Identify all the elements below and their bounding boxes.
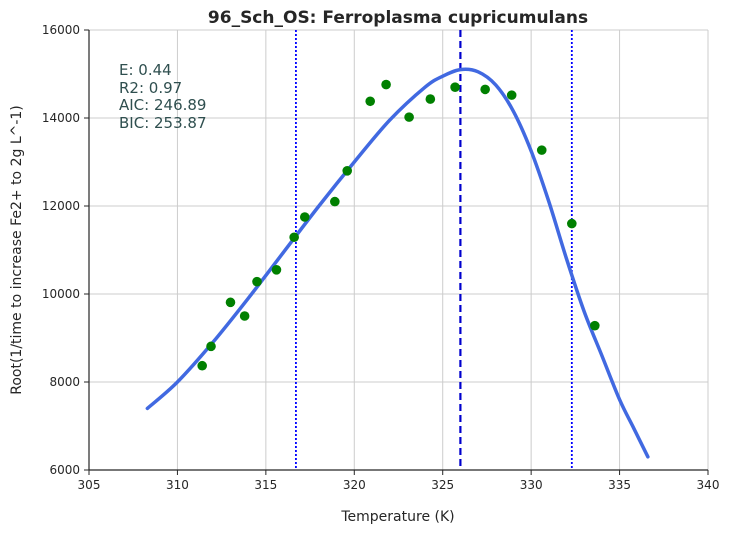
y-tick-label: 8000 bbox=[49, 375, 80, 389]
data-point bbox=[506, 90, 517, 100]
data-point bbox=[197, 360, 207, 371]
data-point bbox=[342, 166, 353, 176]
y-tick-label: 6000 bbox=[49, 463, 80, 477]
x-tick-label: 320 bbox=[343, 478, 366, 492]
data-point bbox=[567, 218, 577, 229]
fit-curve bbox=[145, 67, 650, 459]
reference-lines bbox=[295, 30, 573, 470]
chart-title: 96_Sch_OS: Ferroplasma cupricumulans bbox=[208, 8, 588, 28]
stats-box: E: 0.44 R2: 0.97 AIC: 246.89 BIC: 253.87 bbox=[119, 61, 207, 132]
data-point bbox=[381, 79, 391, 90]
data-point bbox=[425, 94, 436, 104]
data-point bbox=[225, 297, 236, 308]
data-point bbox=[330, 196, 340, 207]
y-tick-label: 16000 bbox=[42, 23, 80, 37]
axes bbox=[88, 30, 708, 471]
data-point bbox=[239, 311, 250, 321]
y-axis-label: Root(1/time to increase Fe2+ to 2g L^-1) bbox=[9, 105, 25, 395]
data-point bbox=[299, 212, 310, 222]
x-tick-label: 305 bbox=[78, 478, 101, 492]
y-tick-label: 14000 bbox=[42, 111, 80, 125]
series-layer bbox=[145, 67, 650, 459]
data-point bbox=[536, 145, 547, 155]
x-tick-label: 315 bbox=[254, 478, 277, 492]
data-point bbox=[590, 320, 600, 331]
data-point bbox=[206, 341, 216, 352]
stat-aic: AIC: 246.89 bbox=[119, 96, 206, 114]
data-point bbox=[365, 96, 376, 107]
grid bbox=[89, 29, 709, 470]
data-point bbox=[252, 276, 262, 287]
data-point bbox=[404, 112, 414, 122]
y-ticks: 6000 8000 10000 12000 14000 16000 bbox=[42, 23, 89, 477]
y-tick-label: 12000 bbox=[42, 199, 80, 213]
y-tick-label: 10000 bbox=[42, 287, 80, 301]
x-tick-label: 335 bbox=[608, 478, 631, 492]
stat-bic: BIC: 253.87 bbox=[119, 114, 207, 132]
stat-e: E: 0.44 bbox=[119, 61, 172, 79]
x-axis-label: Temperature (K) bbox=[340, 509, 454, 525]
data-point bbox=[289, 232, 299, 243]
x-ticks: 305 310 315 320 325 330 335 340 bbox=[78, 470, 720, 492]
data-point bbox=[450, 82, 460, 92]
x-tick-label: 340 bbox=[697, 478, 720, 492]
stat-r2: R2: 0.97 bbox=[119, 79, 182, 97]
data-point bbox=[271, 265, 282, 275]
x-tick-label: 325 bbox=[431, 478, 454, 492]
x-tick-label: 330 bbox=[520, 478, 543, 492]
x-tick-label: 310 bbox=[166, 478, 189, 492]
data-point bbox=[480, 84, 490, 95]
